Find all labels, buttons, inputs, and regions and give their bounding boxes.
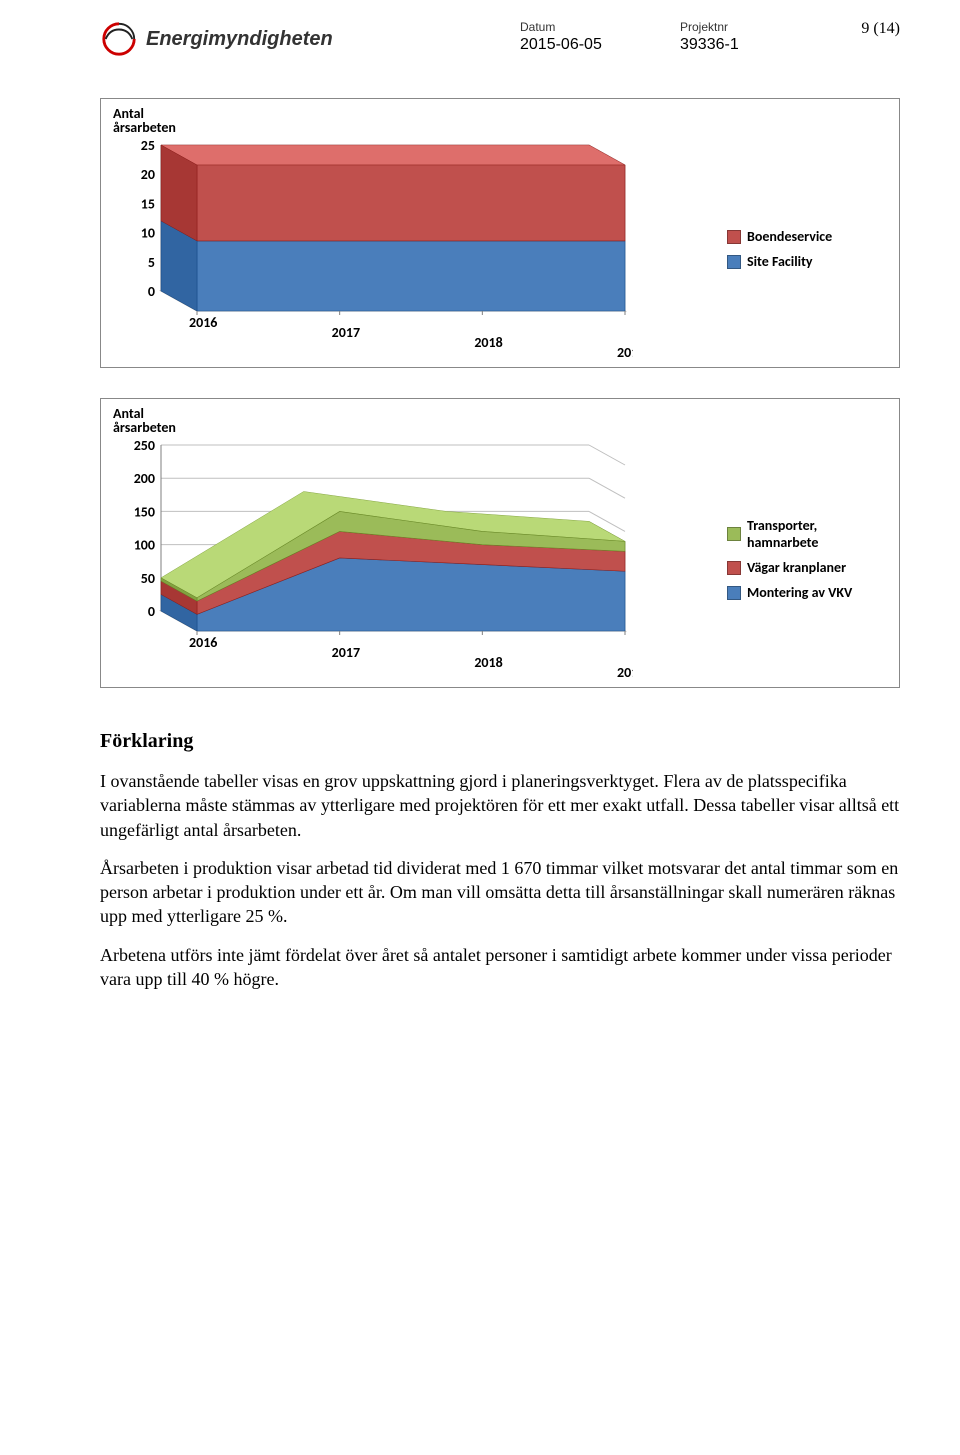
body-text: Förklaring I ovanstående tabeller visas … bbox=[100, 728, 900, 991]
svg-text:15: 15 bbox=[141, 195, 155, 212]
legend-item: Boendeservice bbox=[727, 228, 887, 245]
legend-item: Montering av VKV bbox=[727, 584, 887, 601]
chart1-plot: 0 5 10 15 20 25 2016 2017 2018 2019 bbox=[113, 139, 633, 359]
legend-item: Site Facility bbox=[727, 253, 887, 270]
chart1-ytitle: Antal årsarbeten bbox=[113, 107, 887, 135]
logo-text: Energimyndigheten bbox=[146, 28, 333, 51]
chart1-ytitle-l2: årsarbeten bbox=[113, 119, 176, 136]
svg-text:5: 5 bbox=[148, 254, 155, 271]
chart2-plot: 0 50 100 150 200 250 2016 2017 2018 2019 bbox=[113, 439, 633, 679]
svg-text:2018: 2018 bbox=[474, 654, 502, 671]
chart2-legend: Transporter,hamnarbete Vägar kranplaner Mo… bbox=[727, 439, 887, 679]
svg-text:2016: 2016 bbox=[189, 314, 217, 331]
paragraph-1: I ovanstående tabeller visas en grov upp… bbox=[100, 769, 900, 842]
legend-swatch bbox=[727, 527, 741, 541]
legend-item: Vägar kranplaner bbox=[727, 559, 887, 576]
legend-label: Transporter,hamnarbete bbox=[747, 517, 818, 551]
svg-text:2019: 2019 bbox=[617, 344, 633, 359]
logo: Energimyndigheten bbox=[100, 20, 500, 58]
heading-forklaring: Förklaring bbox=[100, 728, 900, 755]
legend-label: Montering av VKV bbox=[747, 584, 852, 601]
legend-label: Vägar kranplaner bbox=[747, 559, 846, 576]
svg-text:50: 50 bbox=[141, 570, 155, 587]
svg-text:2019: 2019 bbox=[617, 664, 633, 679]
energimyndigheten-logo-icon bbox=[100, 20, 138, 58]
projektnr-label: Projektnr bbox=[680, 20, 820, 34]
legend-swatch bbox=[727, 561, 741, 575]
svg-text:25: 25 bbox=[141, 139, 155, 154]
svg-text:2018: 2018 bbox=[474, 334, 502, 351]
legend-swatch bbox=[727, 255, 741, 269]
svg-text:2017: 2017 bbox=[332, 644, 360, 661]
projektnr-value: 39336-1 bbox=[680, 36, 820, 54]
chart2-ytitle: Antal årsarbeten bbox=[113, 407, 887, 435]
page-number: 9 (14) bbox=[840, 20, 900, 38]
paragraph-2: Årsarbeten i produktion visar arbetad ti… bbox=[100, 856, 900, 929]
legend-label: Site Facility bbox=[747, 253, 813, 270]
svg-text:150: 150 bbox=[134, 503, 155, 520]
svg-text:0: 0 bbox=[148, 603, 155, 620]
paragraph-3: Arbetena utförs inte jämt fördelat över … bbox=[100, 943, 900, 992]
chart1-legend: Boendeservice Site Facility bbox=[727, 139, 887, 359]
chart2-ytitle-l2: årsarbeten bbox=[113, 419, 176, 436]
datum-label: Datum bbox=[520, 20, 660, 34]
legend-swatch bbox=[727, 586, 741, 600]
svg-text:200: 200 bbox=[134, 470, 155, 487]
legend-swatch bbox=[727, 230, 741, 244]
svg-text:20: 20 bbox=[141, 166, 155, 183]
datum-value: 2015-06-05 bbox=[520, 36, 660, 54]
svg-text:2016: 2016 bbox=[189, 634, 217, 651]
svg-text:10: 10 bbox=[141, 225, 155, 242]
svg-text:250: 250 bbox=[134, 439, 155, 454]
datum-block: Datum 2015-06-05 bbox=[520, 20, 660, 54]
projektnr-block: Projektnr 39336-1 bbox=[680, 20, 820, 54]
svg-text:100: 100 bbox=[134, 537, 155, 554]
legend-label: Boendeservice bbox=[747, 228, 832, 245]
svg-text:0: 0 bbox=[148, 283, 155, 300]
svg-text:2017: 2017 bbox=[332, 324, 360, 341]
chart-1: Antal årsarbeten 0 5 10 15 20 25 2016 2017 2018 2… bbox=[100, 98, 900, 368]
chart-2: Antal årsarbeten 0 50 100 150 200 250 2016 2017… bbox=[100, 398, 900, 688]
legend-item: Transporter,hamnarbete bbox=[727, 517, 887, 551]
page-header: Energimyndigheten Datum 2015-06-05 Proje… bbox=[100, 20, 900, 58]
